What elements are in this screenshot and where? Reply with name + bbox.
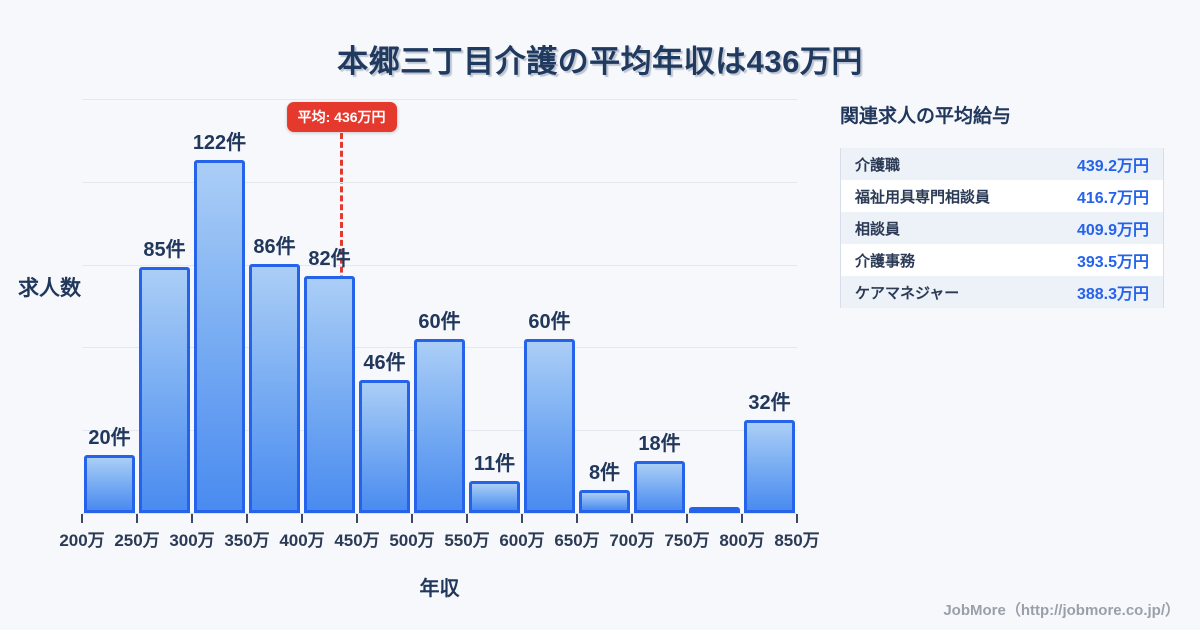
panel-title: 関連求人の平均給与 [840, 106, 1012, 127]
x-tick-label: 800万 [719, 531, 765, 550]
job-title-label: 福祉用具専門相談員 [855, 188, 991, 206]
histogram-bar [194, 159, 245, 513]
bar-value-label: 122件 [192, 131, 247, 154]
bar-value-label: 85件 [143, 238, 186, 261]
x-tick [631, 514, 633, 523]
x-tick-label: 400万 [279, 531, 325, 550]
bar-value-label: 20件 [88, 427, 131, 450]
x-tick [466, 514, 468, 523]
bar-value-label: 18件 [638, 432, 681, 455]
y-axis-title: 求人数 [18, 277, 81, 300]
gridline [82, 264, 797, 266]
x-tick-label: 750万 [664, 531, 710, 550]
plot-area: 平均: 436万円 20件 85件 122件 86件 82件 46件 60件 11件 60件 8件… [82, 99, 797, 514]
x-tick [576, 514, 578, 523]
x-axis-title: 年収 [419, 578, 460, 600]
bar-value-label: 8件 [588, 461, 621, 484]
job-title-label: 相談員 [855, 220, 901, 238]
salary-value: 393.5万円 [1076, 254, 1149, 271]
histogram-bar [414, 339, 465, 513]
histogram-bar [469, 481, 520, 513]
job-title-label: 介護職 [855, 156, 901, 174]
gridline [82, 181, 797, 183]
bar-value-label: 86件 [253, 236, 296, 259]
x-tick-label: 650万 [554, 531, 600, 550]
salary-value: 409.9万円 [1076, 222, 1149, 239]
salary-value: 388.3万円 [1076, 286, 1149, 303]
histogram-bar [359, 379, 410, 513]
histogram-bar [84, 455, 135, 513]
x-axis-line [82, 513, 797, 514]
bar-value-label: 46件 [363, 351, 406, 374]
x-tick [411, 514, 413, 523]
bar-value-label: 32件 [748, 392, 791, 415]
salary-row: 福祉用具専門相談員 416.7万円 [841, 180, 1163, 212]
x-tick-label: 500万 [389, 531, 435, 550]
x-tick [796, 514, 798, 523]
x-tick [191, 514, 193, 523]
bar-value-label: 82件 [308, 247, 351, 270]
x-tick-label: 250万 [114, 531, 160, 550]
average-badge: 平均: 436万円 [286, 102, 397, 132]
x-axis: 200万 250万 300万 350万 400万 450万 500万 550万 600万 650万… [59, 513, 820, 563]
histogram-bar [689, 507, 740, 513]
histogram-bar [304, 275, 355, 513]
x-tick [356, 514, 358, 523]
histogram-bar [634, 460, 685, 513]
footer-credit: JobMore（http://jobmore.co.jp/） [943, 602, 1180, 619]
x-tick-label: 200万 [59, 531, 105, 550]
x-tick [246, 514, 248, 523]
related-jobs-panel: 関連求人の平均給与 介護職 439.2万円 福祉用具専門相談員 416.7万円 … [840, 101, 1164, 308]
x-tick [301, 514, 303, 523]
x-tick-label: 450万 [334, 531, 380, 550]
x-tick [686, 514, 688, 523]
salary-row: 介護事務 393.5万円 [841, 244, 1163, 276]
bar-value-label: 11件 [473, 453, 516, 476]
x-tick-label: 850万 [774, 531, 820, 550]
x-tick [81, 514, 83, 523]
x-tick-label: 550万 [444, 531, 490, 550]
salary-row: 相談員 409.9万円 [841, 212, 1163, 244]
x-tick-label: 600万 [499, 531, 545, 550]
x-tick-label: 700万 [609, 531, 655, 550]
histogram-bar [139, 266, 190, 513]
bar-value-label: 60件 [418, 311, 461, 334]
x-tick [741, 514, 743, 523]
job-title-label: ケアマネジャー [855, 284, 960, 302]
histogram-bar [579, 489, 630, 513]
histogram-bar [524, 339, 575, 513]
histogram-bar [744, 420, 795, 513]
salary-value: 439.2万円 [1076, 158, 1149, 175]
salary-row: 介護職 439.2万円 [841, 148, 1163, 180]
page-title: 本郷三丁目介護の平均年収は436万円 [337, 44, 863, 79]
x-tick-label: 350万 [224, 531, 270, 550]
x-tick-label: 300万 [169, 531, 215, 550]
salary-list: 介護職 439.2万円 福祉用具専門相談員 416.7万円 相談員 409.9万… [840, 148, 1164, 308]
x-tick [136, 514, 138, 523]
bar-value-label: 60件 [528, 311, 571, 334]
gridline [82, 99, 797, 100]
x-tick [521, 514, 523, 523]
salary-row: ケアマネジャー 388.3万円 [841, 276, 1163, 308]
histogram-bar [249, 264, 300, 513]
job-title-label: 介護事務 [855, 252, 916, 270]
salary-value: 416.7万円 [1076, 190, 1149, 207]
